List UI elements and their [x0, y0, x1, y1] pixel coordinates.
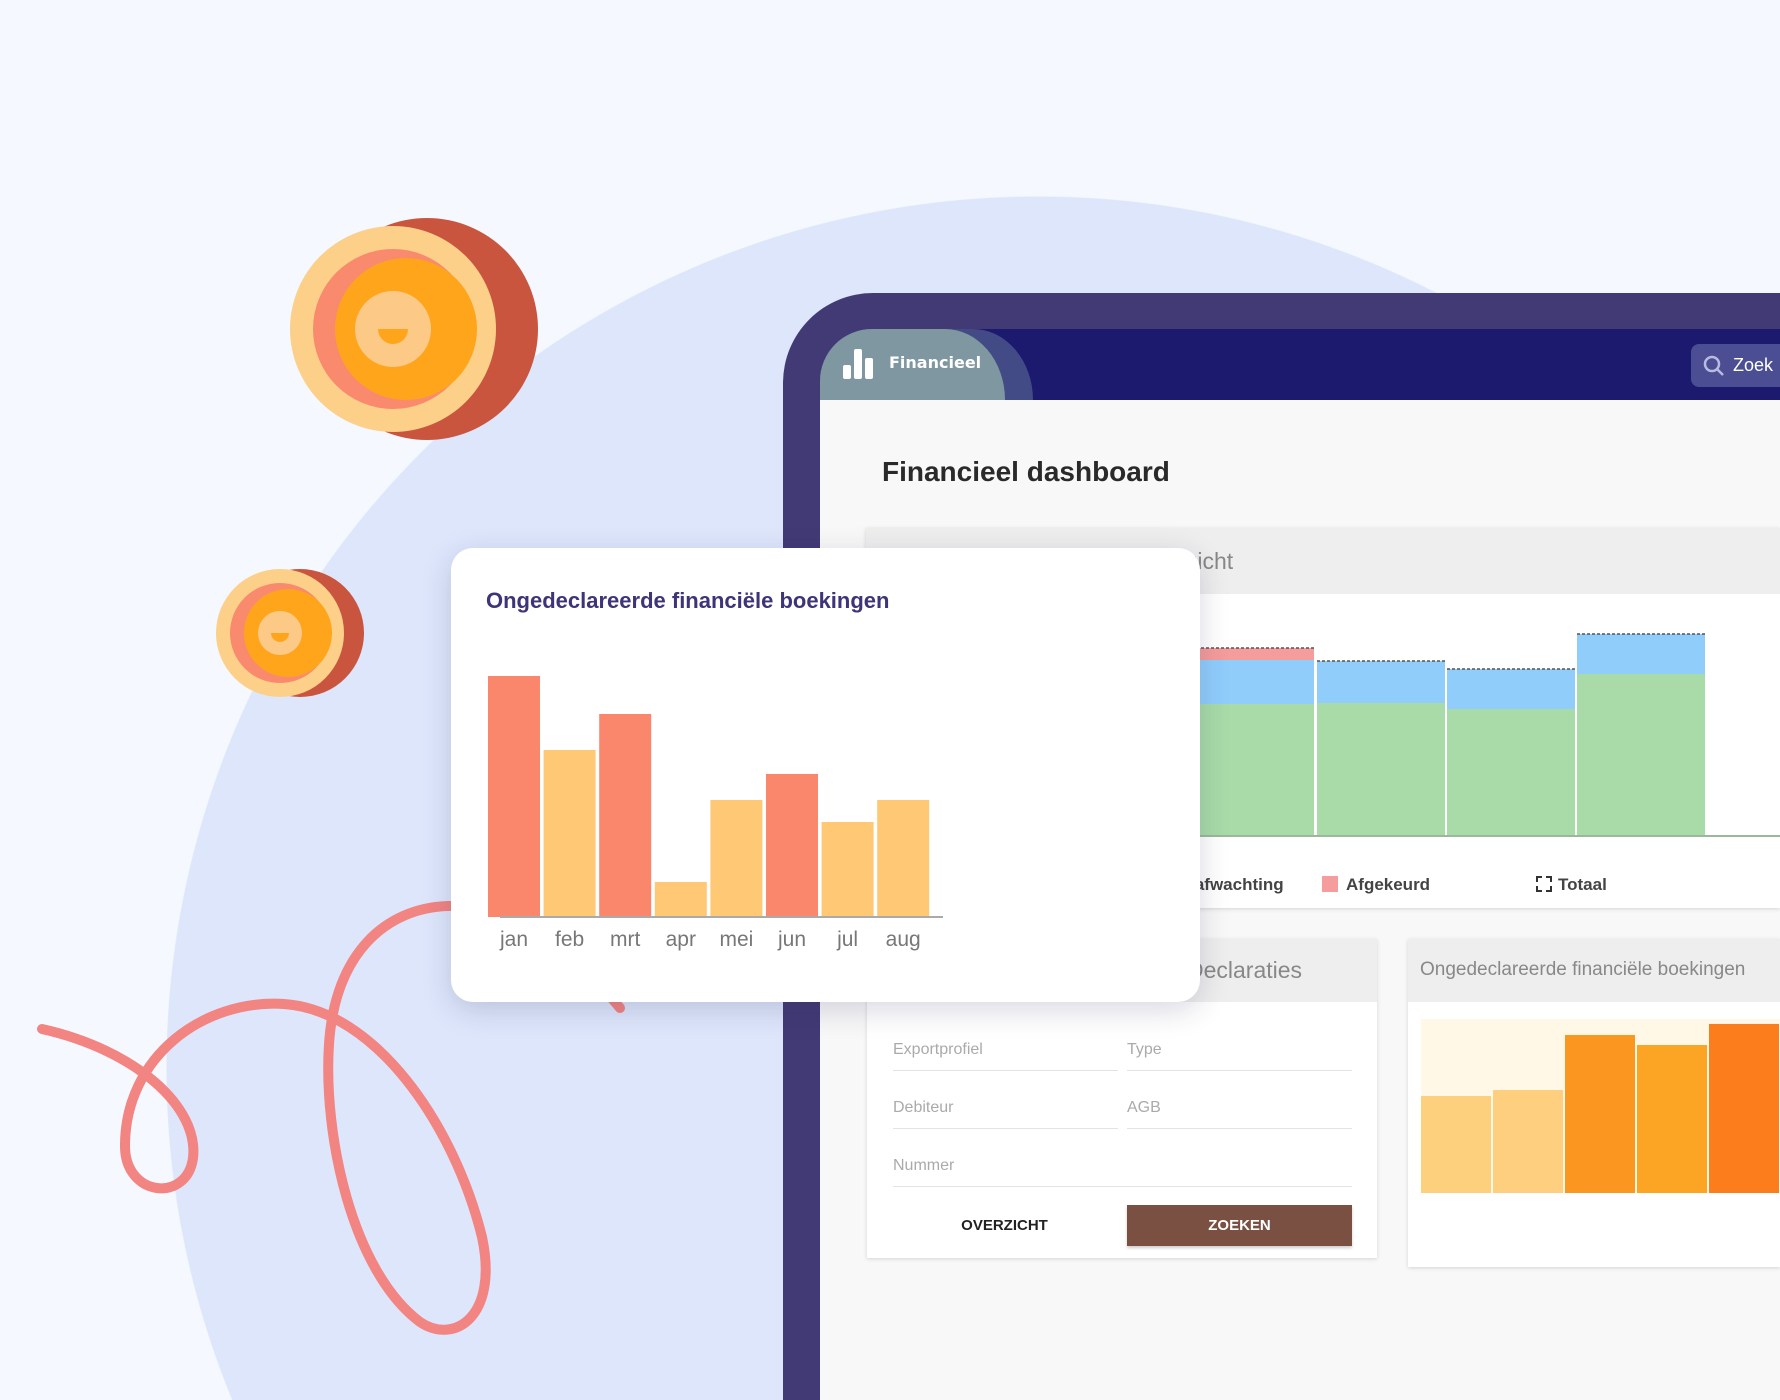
overzicht-button[interactable]: OVERZICHT	[961, 1217, 1048, 1234]
bookings-card: Ongedeclareerde financiële boekingen	[1408, 939, 1780, 1267]
bookings-chart-card: Ongedeclareerde financiële boekingen jan…	[451, 548, 1200, 1002]
coin-icon	[216, 569, 364, 697]
bar-chart-icon	[843, 349, 873, 379]
x-tick-label: jan	[499, 928, 529, 951]
legend-item-rejected: Afgekeurd	[1322, 875, 1430, 895]
mini-bar	[1565, 1034, 1635, 1193]
chart-title: Ongedeclareerde financiële boekingen	[486, 588, 890, 613]
legend-item-total: Totaal	[1536, 875, 1607, 895]
bar-chart	[488, 676, 943, 918]
tab-label: Financieel	[889, 353, 982, 372]
x-tick-label: aug	[885, 928, 921, 951]
stack-segment	[1317, 661, 1445, 703]
stack-segment	[1447, 709, 1575, 836]
search-icon	[1703, 355, 1724, 376]
zoeken-button[interactable]: ZOEKEN	[1127, 1205, 1352, 1246]
x-tick-label: jun	[777, 928, 807, 951]
dashboard-screen: Financieel Zoek Financieel dashboard Ove…	[820, 329, 1780, 1400]
stack-segment	[1186, 704, 1314, 836]
agb-field[interactable]: AGB	[1127, 1099, 1352, 1129]
bar-jul	[821, 822, 874, 917]
decorative-swirl	[37, 900, 625, 1335]
x-tick-label: apr	[665, 928, 696, 951]
x-tick-label: mrt	[610, 928, 641, 951]
bookings-mini-chart	[1421, 1019, 1780, 1193]
debiteur-field[interactable]: Debiteur	[893, 1099, 1118, 1129]
bar-mei	[710, 800, 763, 917]
legend-label: In afwachting	[1175, 875, 1284, 894]
bar-mrt	[599, 714, 652, 917]
nummer-field[interactable]: Nummer	[893, 1157, 1352, 1187]
mini-bar	[1421, 1095, 1491, 1193]
bar-feb	[543, 750, 596, 917]
stack-segment	[1317, 703, 1445, 836]
bar-apr	[654, 882, 707, 917]
legend-swatch	[1536, 876, 1552, 892]
x-tick-label: feb	[554, 928, 585, 951]
x-tick-label: jul	[837, 928, 859, 951]
mini-bar	[1637, 1045, 1707, 1193]
legend-swatch	[1322, 876, 1338, 892]
mini-bar	[1709, 1024, 1779, 1193]
exportprofiel-field[interactable]: Exportprofiel	[893, 1041, 1118, 1071]
mini-bar	[1493, 1090, 1563, 1193]
legend-label: Totaal	[1558, 875, 1607, 894]
stack-segment	[1447, 669, 1575, 709]
stack-segment	[1186, 660, 1314, 704]
search-input[interactable]: Zoek	[1691, 344, 1780, 387]
type-field[interactable]: Type	[1127, 1041, 1352, 1071]
stack-segment	[1577, 634, 1705, 674]
page-title: Financieel dashboard	[882, 456, 1170, 487]
tab-financieel[interactable]: Financieel	[820, 329, 1005, 400]
top-navbar: Financieel Zoek	[820, 329, 1780, 400]
bar-jun	[766, 774, 818, 917]
stack-segment	[1577, 674, 1705, 836]
coin-icon	[290, 218, 538, 440]
bar-jan	[488, 676, 540, 917]
stack-segment	[1186, 648, 1314, 660]
search-placeholder: Zoek	[1733, 355, 1774, 375]
bar-aug	[877, 800, 930, 917]
card-title: Ongedeclareerde financiële boekingen	[1408, 939, 1780, 1002]
x-tick-label: mei	[719, 928, 754, 951]
legend-label: Afgekeurd	[1346, 875, 1431, 894]
